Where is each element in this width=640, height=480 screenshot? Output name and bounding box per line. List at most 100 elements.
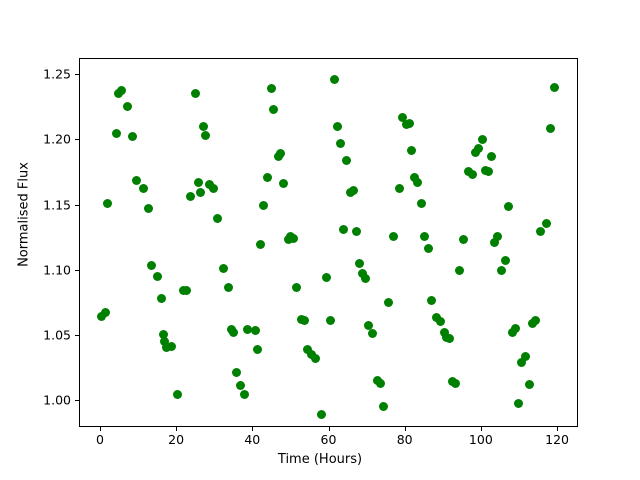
y-axis-label: Normalised Flux [16, 162, 32, 267]
x-tick-label: 80 [396, 432, 413, 447]
data-point [292, 283, 302, 293]
data-point [478, 134, 488, 144]
x-tick [328, 427, 330, 431]
data-point [317, 409, 327, 419]
data-point [329, 74, 339, 84]
data-point [410, 172, 420, 182]
data-point [181, 285, 191, 295]
data-point [484, 167, 494, 177]
data-point [185, 192, 195, 202]
y-axis-tick-labels: 1.00 1.05 1.10 1.15 1.20 1.25 [0, 0, 71, 480]
data-point [235, 381, 245, 391]
data-point [172, 390, 182, 400]
data-point [321, 272, 331, 282]
data-point [262, 172, 272, 182]
data-point [354, 258, 364, 268]
y-tick [75, 74, 79, 76]
x-tick [99, 427, 101, 431]
data-point [376, 378, 386, 388]
data-point [504, 202, 514, 212]
data-point [198, 121, 208, 131]
y-tick-label: 1.15 [43, 197, 71, 213]
x-tick [557, 427, 559, 431]
data-point [224, 283, 234, 293]
data-point [159, 336, 169, 346]
data-point [493, 232, 503, 242]
data-point [240, 390, 250, 400]
data-point [332, 121, 342, 131]
data-point [156, 293, 166, 303]
x-tick-label: 0 [95, 432, 104, 447]
y-tick-label: 1.25 [43, 66, 71, 82]
y-tick [75, 204, 79, 206]
data-point [360, 274, 370, 284]
data-point [348, 185, 358, 195]
data-point [242, 325, 252, 335]
y-tick-label: 1.00 [43, 392, 71, 408]
data-point [487, 151, 497, 161]
data-point [97, 312, 107, 322]
data-point [364, 321, 374, 331]
data-point [351, 227, 361, 237]
y-tick [75, 139, 79, 141]
x-tick [252, 427, 254, 431]
data-point [500, 255, 510, 265]
x-tick-label: 20 [168, 432, 185, 447]
data-point [255, 240, 265, 250]
data-point [398, 112, 408, 122]
data-point [144, 203, 154, 213]
data-point [111, 129, 121, 139]
data-point [152, 271, 162, 281]
data-point [252, 344, 262, 354]
data-point [269, 104, 279, 114]
data-point [420, 232, 430, 242]
x-tick-label: 40 [244, 432, 261, 447]
data-point [139, 184, 149, 194]
y-tick [75, 335, 79, 337]
data-point [158, 330, 168, 340]
y-tick-label: 1.20 [43, 131, 71, 147]
data-point [229, 327, 238, 337]
data-point [379, 401, 389, 411]
data-point [341, 155, 351, 165]
x-axis-label: Time (Hours) [277, 452, 363, 467]
data-point [267, 83, 277, 93]
data-point [545, 124, 555, 134]
data-point [116, 86, 126, 96]
data-point [338, 224, 348, 234]
data-point [132, 176, 142, 186]
data-point [289, 233, 299, 243]
data-point [531, 315, 541, 325]
data-point [209, 184, 219, 194]
data-point [302, 344, 312, 354]
y-tick [75, 269, 79, 271]
data-point [497, 266, 507, 276]
x-tick [480, 427, 482, 431]
data-point [383, 297, 393, 307]
data-point [525, 379, 535, 389]
data-point [123, 102, 133, 112]
data-point [490, 237, 500, 247]
data-point [102, 198, 112, 208]
data-point [213, 214, 222, 224]
data-point [200, 130, 210, 140]
data-point [451, 378, 461, 388]
data-point [520, 352, 530, 362]
data-point [167, 342, 177, 351]
data-point [251, 326, 261, 336]
y-tick [75, 400, 79, 402]
data-point [431, 313, 441, 323]
data-point [147, 261, 157, 271]
data-point [413, 177, 423, 187]
data-point [549, 82, 559, 92]
data-point [474, 143, 484, 153]
x-tick-label: 120 [545, 432, 569, 447]
data-point [407, 146, 417, 156]
data-point [513, 399, 523, 409]
data-point [368, 328, 378, 338]
data-point [454, 266, 464, 276]
data-point [357, 268, 367, 278]
data-point [325, 315, 335, 325]
data-point [440, 327, 450, 337]
